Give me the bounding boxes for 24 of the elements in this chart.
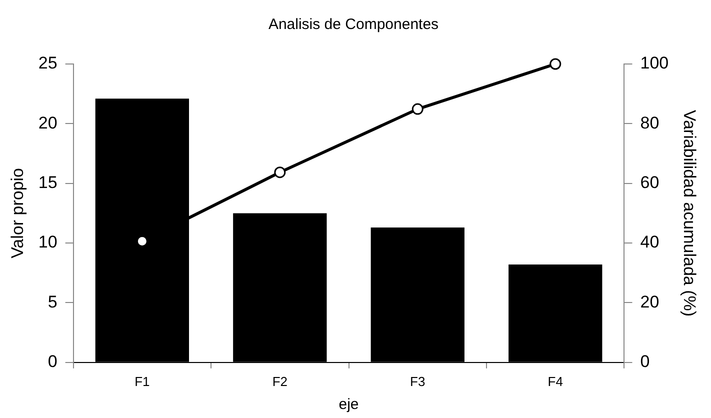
y2-tick-label: 100 [640, 54, 669, 73]
y-tick-label: 20 [38, 113, 58, 132]
point [412, 103, 424, 115]
y2-axis-title: Variabilidad acumulada (%) [680, 110, 700, 317]
x-tick-label: F3 [410, 374, 426, 389]
y2-tick-label: 60 [640, 173, 660, 192]
y-axis-title: Valor propio [8, 168, 27, 258]
x-axis-title: eje [338, 396, 359, 414]
x-tick-label: F1 [134, 374, 150, 389]
y2-tick-label: 80 [640, 113, 660, 132]
y2-tick-label: 40 [640, 232, 660, 252]
point [274, 166, 286, 178]
x-tick-label: F4 [548, 374, 563, 389]
y-tick-label: 15 [38, 173, 58, 192]
x-tick-label: F2 [272, 374, 288, 389]
y-tick-label: 25 [38, 54, 58, 73]
y-tick-label: 10 [38, 232, 58, 252]
point [136, 236, 148, 247]
y2-tick-label: 0 [640, 352, 650, 372]
point [550, 58, 562, 70]
y-tick-label: 0 [48, 352, 58, 372]
y2-tick-label: 20 [640, 292, 660, 312]
y-tick-label: 5 [48, 292, 58, 312]
chart-title: Analisis de Componentes [268, 16, 439, 34]
